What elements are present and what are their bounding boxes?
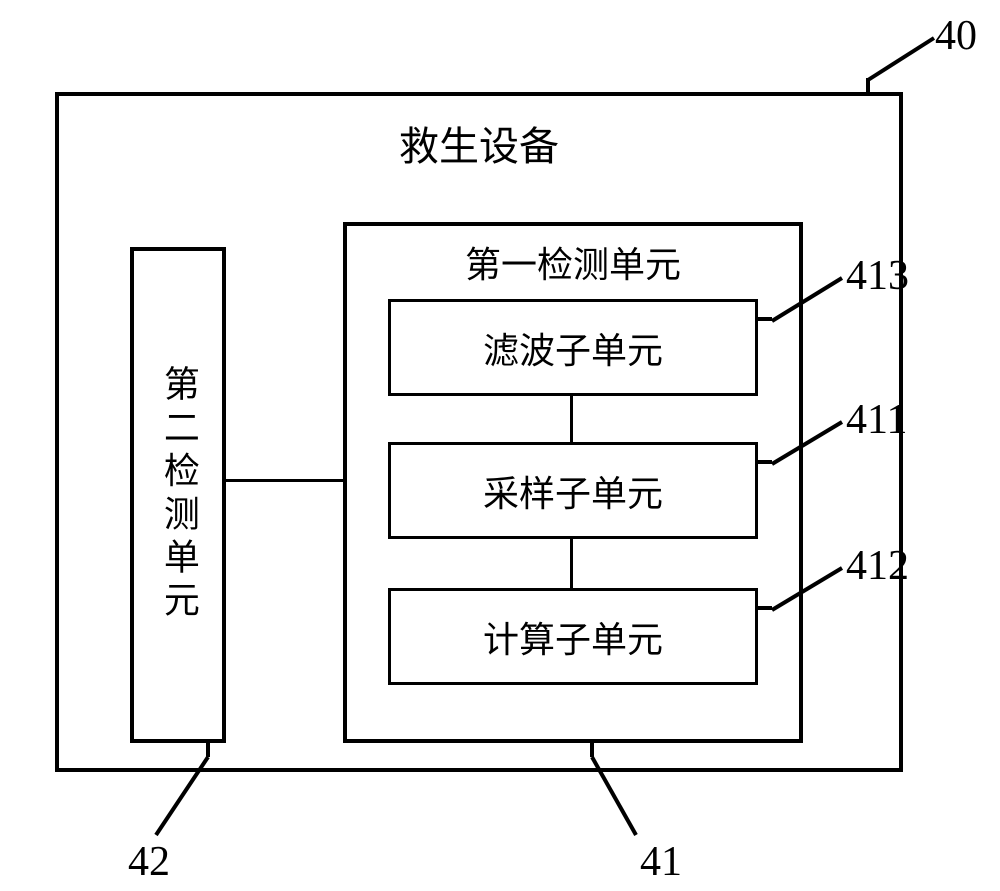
sub-calc-ref: 412 — [846, 542, 909, 590]
outer-leader-diag — [866, 36, 936, 82]
unit1-ref: 41 — [640, 838, 682, 886]
sub-sample-label: 采样子单元 — [483, 465, 663, 517]
unit1-title: 第一检测单元 — [347, 236, 799, 288]
unit2-leader-diag — [152, 755, 212, 837]
sub-sample-leader-diag — [770, 420, 844, 466]
conn-sample-calc — [570, 539, 573, 588]
sub-filter-ref: 413 — [846, 252, 909, 300]
unit2-box: 第二检测单元 — [130, 247, 226, 743]
sub-calc-leader-diag — [770, 566, 844, 612]
sub-calc-label: 计算子单元 — [483, 611, 663, 663]
sub-filter-label: 滤波子单元 — [483, 322, 663, 374]
unit2-label: 第二检测单元 — [159, 365, 197, 624]
unit1-leader-diag — [590, 755, 638, 837]
outer-ref: 40 — [935, 12, 977, 60]
unit2-ref: 42 — [128, 838, 170, 886]
sub-sample-box: 采样子单元 — [388, 442, 758, 539]
conn-u2-u1 — [226, 479, 343, 482]
conn-filter-sample — [570, 396, 573, 442]
outer-title: 救生设备 — [59, 114, 899, 172]
sub-filter-leader-diag — [770, 276, 844, 323]
sub-filter-box: 滤波子单元 — [388, 299, 758, 396]
sub-sample-ref: 411 — [846, 396, 907, 444]
sub-calc-box: 计算子单元 — [388, 588, 758, 685]
